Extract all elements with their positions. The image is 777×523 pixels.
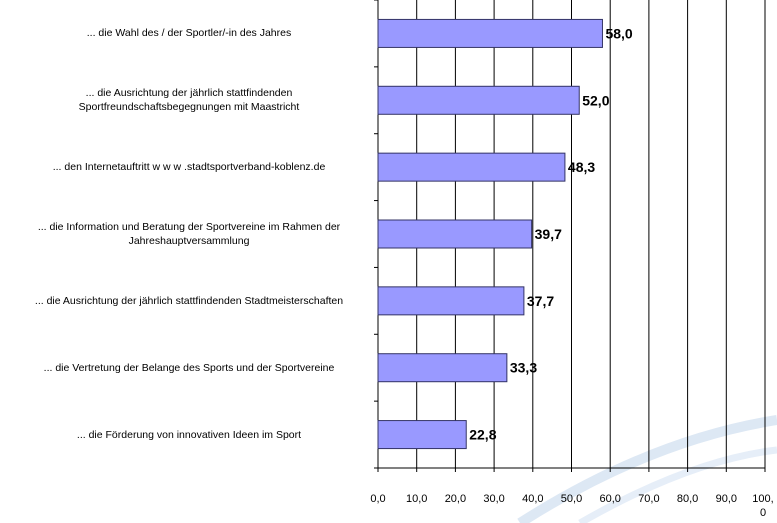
x-tick-label: 70,0 xyxy=(638,493,659,505)
bar xyxy=(377,85,580,115)
category-label: ... die Vertretung der Belange des Sport… xyxy=(43,361,335,374)
category-label: ... die Wahl des / der Sportler/-in des … xyxy=(86,27,292,40)
background-swoosh xyxy=(578,446,777,523)
category-label: ... die Förderung von innovativen Ideen … xyxy=(76,428,302,441)
value-label: 48,3 xyxy=(568,159,595,175)
x-tick-label: 100, 0 xyxy=(752,493,773,519)
value-label: 58,0 xyxy=(605,25,632,41)
x-tick-label: 60,0 xyxy=(599,493,620,505)
x-tick-label: 10,0 xyxy=(406,493,427,505)
category-label: ... die Ausrichtung der jährlich stattfi… xyxy=(78,87,300,114)
category-label: ... die Ausrichtung der jährlich stattfi… xyxy=(34,294,344,307)
x-tick-label: 30,0 xyxy=(483,493,504,505)
x-tick-label: 50,0 xyxy=(561,493,582,505)
bar xyxy=(377,420,467,450)
category-label: ... den Internetauftritt w w w .stadtspo… xyxy=(52,161,326,174)
value-label: 37,7 xyxy=(527,293,554,309)
x-tick-label: 40,0 xyxy=(522,493,543,505)
bar xyxy=(377,219,533,249)
x-tick-label: 20,0 xyxy=(445,493,466,505)
category-label: ... die Information und Beratung der Spo… xyxy=(37,221,341,247)
bar xyxy=(377,353,508,383)
value-label: 39,7 xyxy=(535,226,562,242)
x-tick-label: 80,0 xyxy=(677,493,698,505)
value-label: 52,0 xyxy=(582,92,609,108)
value-label: 22,8 xyxy=(469,427,496,443)
x-tick-label: 0,0 xyxy=(370,493,385,505)
bar xyxy=(377,286,525,316)
bar xyxy=(377,152,566,182)
x-tick-label: 90,0 xyxy=(716,493,737,505)
bar xyxy=(377,18,603,48)
value-label: 33,3 xyxy=(510,360,537,376)
